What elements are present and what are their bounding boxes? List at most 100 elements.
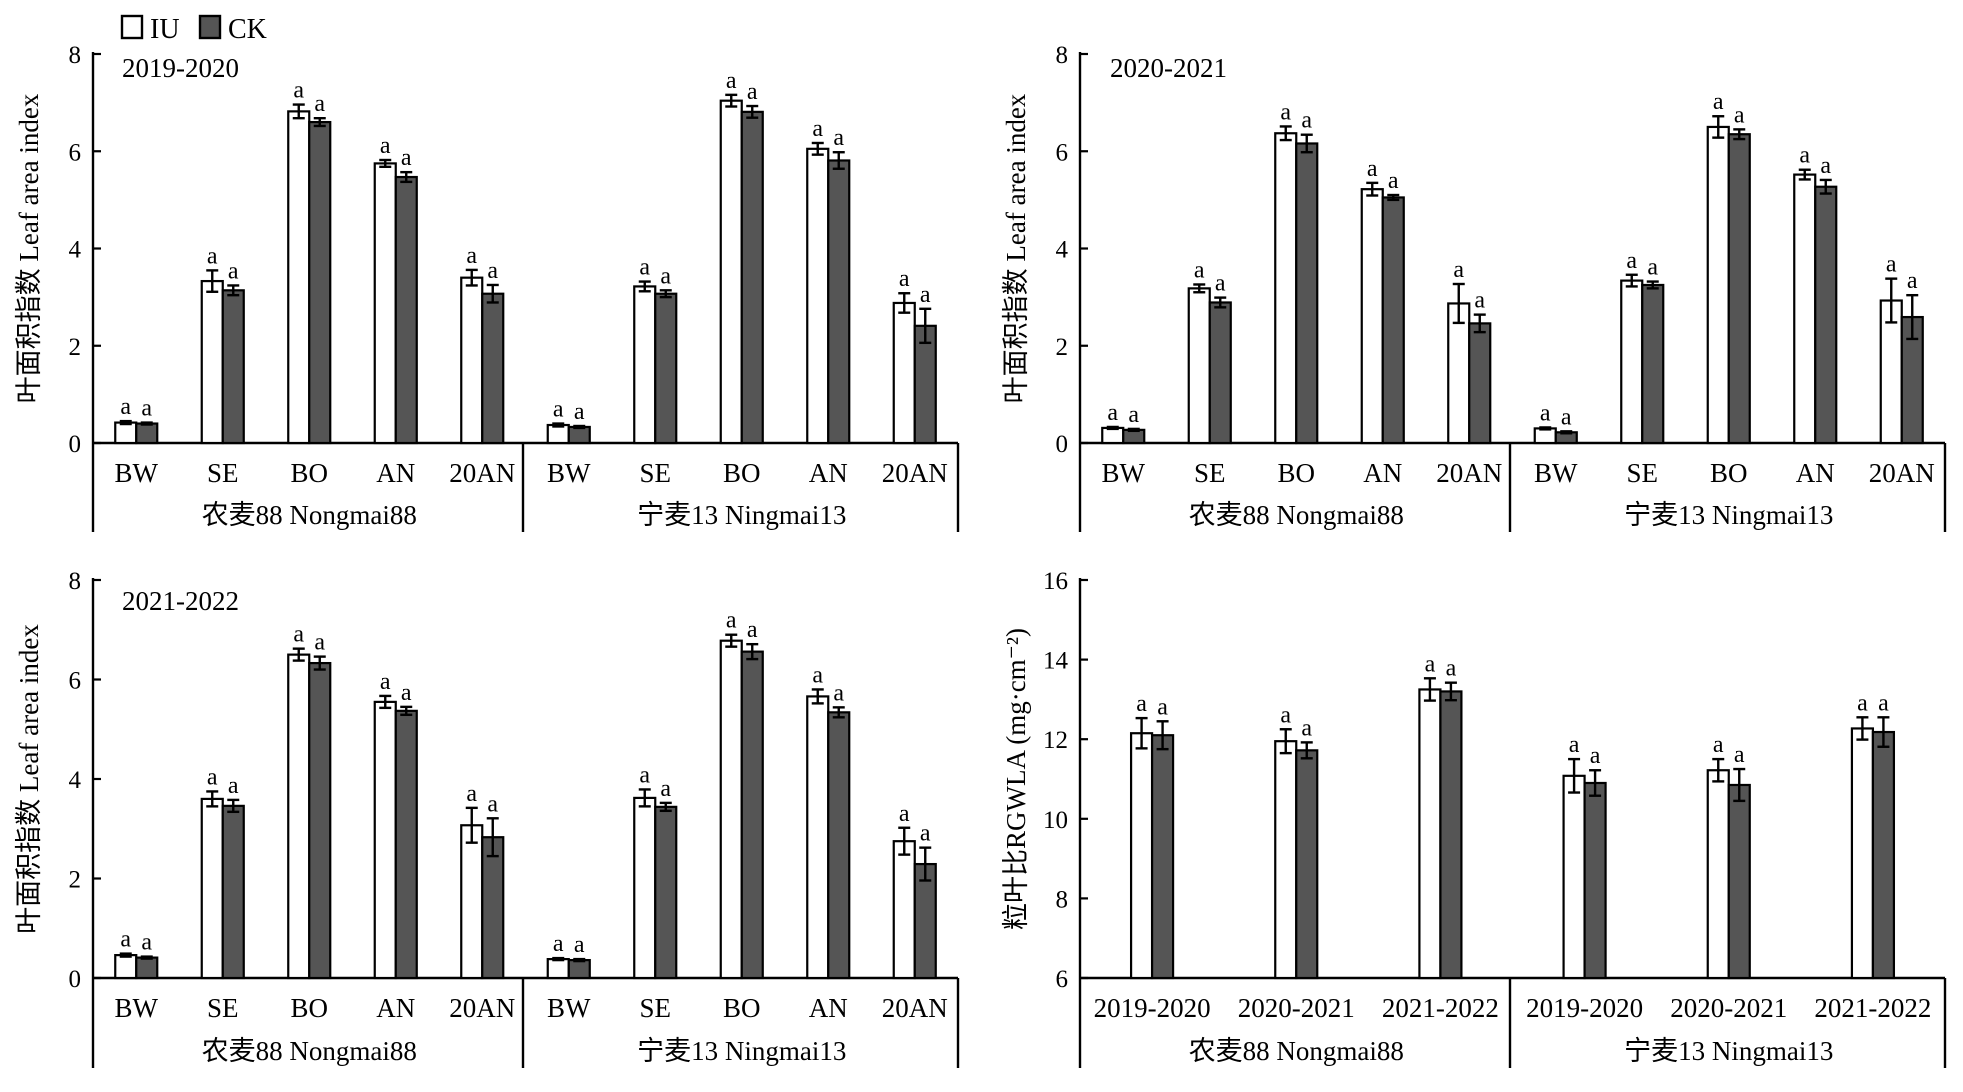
group-label: 宁麦13 Ningmai13 xyxy=(637,1036,846,1066)
bar-iu xyxy=(114,421,138,445)
significance-letter: a xyxy=(120,394,131,420)
significance-letter: a xyxy=(899,266,910,292)
bar-iu xyxy=(373,162,397,445)
bar-iu xyxy=(200,279,224,445)
bar-ck xyxy=(827,159,851,445)
x-tick-label: 20AN xyxy=(1436,458,1502,488)
y-tick-label: 2 xyxy=(69,334,82,361)
bar-ck xyxy=(1468,322,1492,445)
x-tick-label: BO xyxy=(1277,458,1315,488)
significance-letter: a xyxy=(747,617,758,643)
significance-letter: a xyxy=(574,399,585,425)
bar-iu xyxy=(287,653,311,980)
x-tick-label: 2021-2022 xyxy=(1382,993,1499,1023)
bar-iu xyxy=(719,99,743,445)
bar-iu xyxy=(1274,740,1298,980)
legend-swatch-iu xyxy=(120,14,144,40)
significance-letter: a xyxy=(1388,168,1399,194)
bar-iu xyxy=(114,954,138,980)
bar-ck xyxy=(1727,783,1751,980)
x-tick-label: SE xyxy=(207,458,239,488)
y-tick-label: 12 xyxy=(1043,727,1068,754)
significance-letter: a xyxy=(812,662,823,688)
y-tick-label: 16 xyxy=(1043,568,1068,595)
bar-iu xyxy=(806,147,830,445)
group-label: 农麦88 Nongmai88 xyxy=(1189,1036,1404,1066)
bar-iu xyxy=(546,423,570,445)
group-label: 宁麦13 Ningmai13 xyxy=(637,500,846,530)
group-label: 农麦88 Nongmai88 xyxy=(1189,500,1404,530)
x-tick-label: 2019-2020 xyxy=(1526,993,1643,1023)
significance-letter: a xyxy=(1886,252,1897,278)
x-tick-label: BW xyxy=(115,993,159,1023)
bar-iu xyxy=(1274,132,1298,445)
significance-letter: a xyxy=(1280,702,1291,728)
significance-letter: a xyxy=(401,680,412,706)
bar-iu xyxy=(460,276,484,445)
bar-ck xyxy=(1295,749,1319,980)
significance-letter: a xyxy=(639,255,650,281)
significance-letter: a xyxy=(1799,143,1810,169)
group-label: 农麦88 Nongmai88 xyxy=(202,500,417,530)
bar-iu xyxy=(1418,688,1442,980)
significance-letter: a xyxy=(1157,694,1168,720)
y-tick-label: 4 xyxy=(69,237,82,264)
bar-iu xyxy=(892,840,916,980)
bar-iu xyxy=(546,957,570,980)
significance-letter: a xyxy=(487,258,498,284)
significance-letter: a xyxy=(1280,99,1291,125)
bar-ck xyxy=(1208,301,1232,445)
x-tick-label: BW xyxy=(547,993,591,1023)
bar-ck xyxy=(740,110,764,445)
significance-letter: a xyxy=(1626,248,1637,274)
significance-letter: a xyxy=(1540,400,1551,426)
period-label: 2021-2022 xyxy=(122,586,239,616)
group-label: 宁麦13 Ningmai13 xyxy=(1624,500,1833,530)
significance-letter: a xyxy=(833,125,844,151)
x-tick-label: BO xyxy=(723,993,761,1023)
significance-letter: a xyxy=(1734,102,1745,128)
bar-ck xyxy=(308,120,332,445)
significance-letter: a xyxy=(141,396,152,422)
period-label: 2020-2021 xyxy=(1110,53,1227,83)
legend-swatch-ck xyxy=(198,14,222,40)
bar-iu xyxy=(633,796,657,980)
y-axis-label: 叶面积指数 Leaf area index xyxy=(14,93,44,403)
significance-letter: a xyxy=(207,243,218,269)
x-tick-label: 20AN xyxy=(882,458,948,488)
x-tick-label: BO xyxy=(723,458,761,488)
significance-letter: a xyxy=(1569,732,1580,758)
bar-ck xyxy=(221,289,245,445)
x-tick-label: 2020-2021 xyxy=(1238,993,1355,1023)
bar-iu xyxy=(806,695,830,980)
bar-iu xyxy=(892,301,916,445)
x-tick-label: 20AN xyxy=(1869,458,1935,488)
bar-iu xyxy=(1706,769,1730,980)
significance-letter: a xyxy=(1734,742,1745,768)
significance-letter: a xyxy=(1820,153,1831,179)
bar-iu xyxy=(373,700,397,980)
x-tick-label: 2020-2021 xyxy=(1670,993,1787,1023)
x-tick-label: SE xyxy=(1194,458,1226,488)
significance-letter: a xyxy=(1713,89,1724,115)
y-tick-label: 6 xyxy=(69,668,82,695)
panel-lai-2019-2020: 0 2 4 6 8 叶面积指数 Leaf area index 2019-2020 农麦88 … xyxy=(14,42,960,532)
x-tick-label: SE xyxy=(639,458,671,488)
bar-ck xyxy=(221,804,245,980)
period-label: 2019-2020 xyxy=(122,53,239,83)
bar-iu xyxy=(1793,173,1817,445)
x-tick-label: SE xyxy=(207,993,239,1023)
significance-letter: a xyxy=(1474,288,1485,314)
y-tick-label: 8 xyxy=(1056,886,1069,913)
bar-ck xyxy=(1727,133,1751,445)
significance-letter: a xyxy=(747,79,758,105)
bar-ck xyxy=(740,650,764,980)
bar-ck xyxy=(135,956,159,980)
bar-ck xyxy=(567,425,591,445)
y-tick-label: 10 xyxy=(1043,807,1068,834)
bar-iu xyxy=(1447,302,1471,445)
y-tick-label: 0 xyxy=(69,431,82,458)
x-tick-label: 2021-2022 xyxy=(1814,993,1931,1023)
bar-ck xyxy=(394,709,418,980)
x-tick-label: 20AN xyxy=(449,458,515,488)
